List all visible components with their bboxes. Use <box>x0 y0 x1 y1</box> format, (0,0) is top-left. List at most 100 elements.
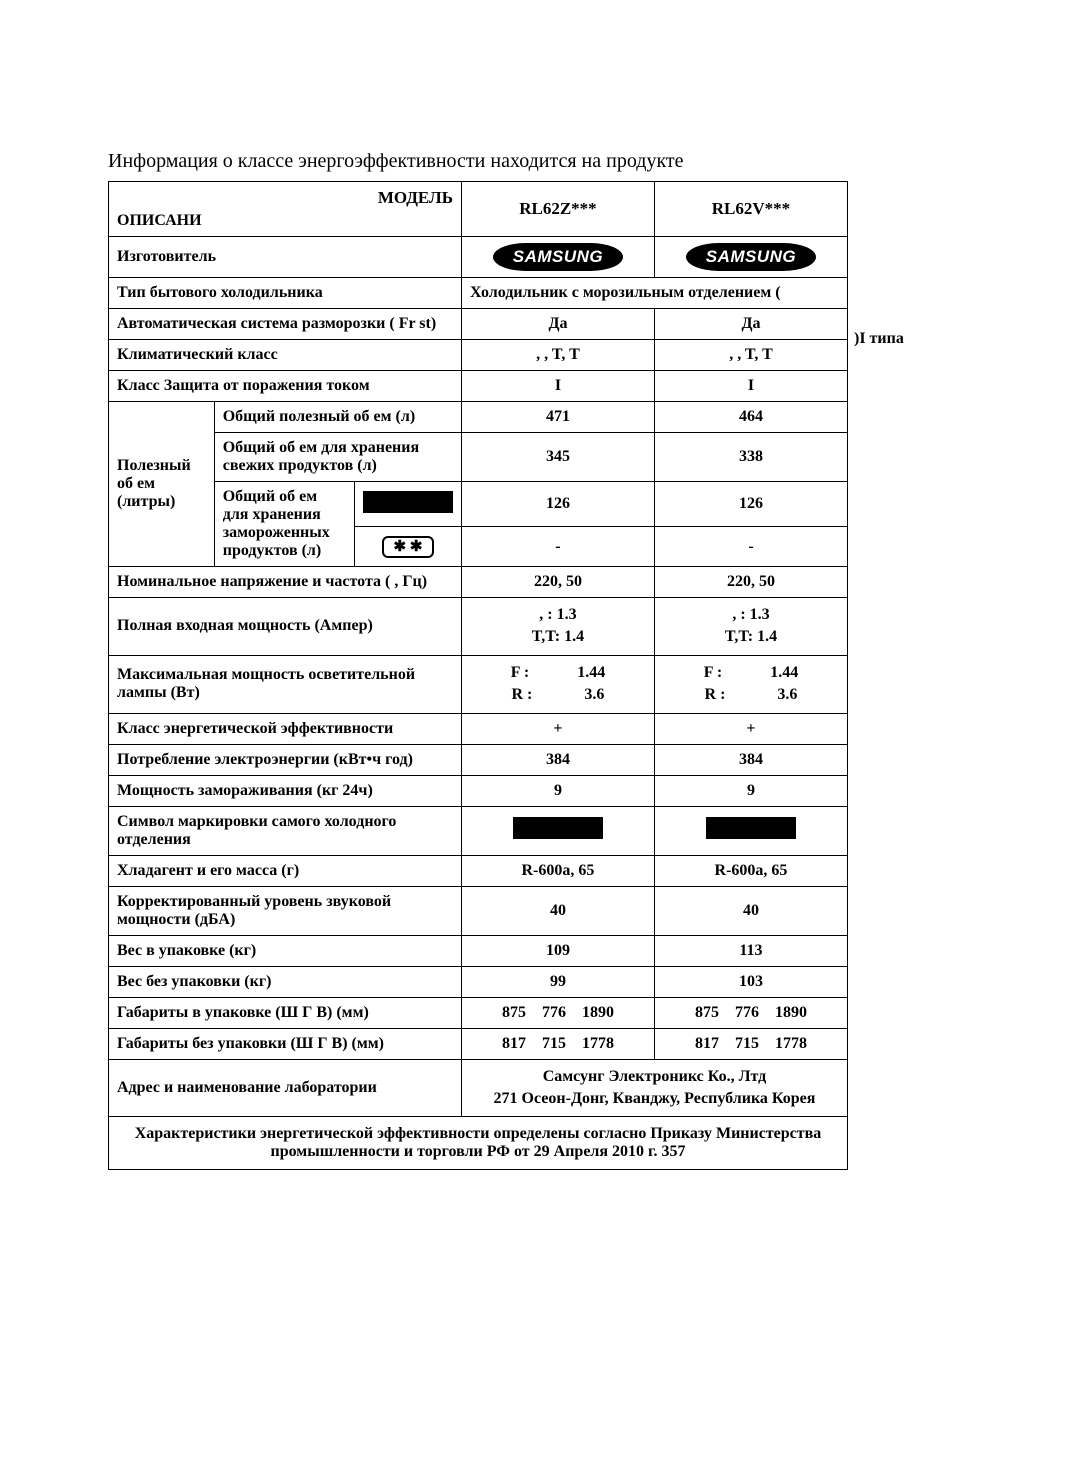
intro-text: Информация о классе энергоэффективности … <box>108 150 980 173</box>
noise-label: Корректированный уровень звуковой мощнос… <box>109 886 462 935</box>
vol-froz1-c2: 126 <box>654 482 847 527</box>
vol-fresh-label: Общий об ем для хранения свежих продукто… <box>214 433 461 482</box>
eff-c2: + <box>654 713 847 744</box>
vol-froz2-c1: - <box>461 527 654 567</box>
cons-c1: 384 <box>461 744 654 775</box>
cons-label: Потребление электроэнергии (кВт•ч год) <box>109 744 462 775</box>
vol-fresh-c2: 338 <box>654 433 847 482</box>
climate-c1: , , T, T <box>461 340 654 371</box>
star-badge-icon: ✱ ✱ <box>382 536 435 558</box>
climate-label: Климатический класс <box>109 340 462 371</box>
mark-label: Символ маркировки самого холодного отдел… <box>109 806 462 855</box>
row-refrigerant: Хладагент и его масса (г) R-600a, 65 R-6… <box>109 855 848 886</box>
row-shock: Класс Защита от поражения током I I <box>109 371 848 402</box>
power-label: Полная входная мощность (Ампер) <box>109 598 462 656</box>
refrig-c1: R-600a, 65 <box>461 855 654 886</box>
wnopk-c2: 103 <box>654 966 847 997</box>
climate-c2: , , T, T <box>654 340 847 371</box>
vol-total-label: Общий полезный об ем (л) <box>214 402 461 433</box>
shock-label: Класс Защита от поражения током <box>109 371 462 402</box>
samsung-logo-icon: SAMSUNG <box>686 243 816 271</box>
row-consumption: Потребление электроэнергии (кВт•ч год) 3… <box>109 744 848 775</box>
wpack-c2: 113 <box>654 935 847 966</box>
vol-froz-star: ✱ ✱ <box>354 527 461 567</box>
dimno-c2: 817 715 1778 <box>654 1028 847 1059</box>
row-vol-total: Полезный об ем (литры) Общий полезный об… <box>109 402 848 433</box>
wpack-label: Вес в упаковке (кг) <box>109 935 462 966</box>
type-suffix-outside: )I типа <box>854 330 904 348</box>
lamp-label: Максимальная мощность осветительной ламп… <box>109 655 462 713</box>
lab-l2: 271 Осеон-Донг, Кванджу, Республика Коре… <box>494 1090 816 1107</box>
footnote-l2: промышленности и торговли РФ от 29 Апрел… <box>270 1143 685 1160</box>
defrost-c2: Да <box>654 309 847 340</box>
row-footnote: Характеристики энергетической эффективно… <box>109 1117 848 1170</box>
spec-table: МОДЕЛЬ ОПИСАНИ RL62Z*** RL62V*** Изготов… <box>108 181 848 1170</box>
manufacturer-label: Изготовитель <box>109 237 462 278</box>
row-climate: Климатический класс , , T, T , , T, T <box>109 340 848 371</box>
eff-c1: + <box>461 713 654 744</box>
row-voltage: Номинальное напряжение и частота ( , Гц)… <box>109 567 848 598</box>
vol-froz1-c1: 126 <box>461 482 654 527</box>
row-lab: Адрес и наименование лаборатории Самсунг… <box>109 1059 848 1117</box>
samsung-logo-icon: SAMSUNG <box>493 243 623 271</box>
freeze-label: Мощность замораживания (кг 24ч) <box>109 775 462 806</box>
row-type: Тип бытового холодильника Холодильник с … <box>109 278 848 309</box>
black-box-icon <box>706 817 796 839</box>
wnopk-c1: 99 <box>461 966 654 997</box>
lamp-c2: F : 1.44R : 3.6 <box>654 655 847 713</box>
footnote: Характеристики энергетической эффективно… <box>109 1117 848 1170</box>
power-c1-l2: T,T: 1.4 <box>532 628 584 645</box>
lamp-c1: F : 1.44R : 3.6 <box>461 655 654 713</box>
description-header: ОПИСАНИ <box>117 212 202 229</box>
spec-sheet-page: Информация о классе энергоэффективности … <box>0 0 1080 1230</box>
black-box-icon <box>363 491 453 513</box>
row-manufacturer: Изготовитель SAMSUNG SAMSUNG <box>109 237 848 278</box>
mark-c1 <box>461 806 654 855</box>
vol-froz-blackbox <box>354 482 461 527</box>
row-mark: Символ маркировки самого холодного отдел… <box>109 806 848 855</box>
model-col-1: RL62Z*** <box>461 182 654 237</box>
dimpk-label: Габариты в упаковке (Ш Г В) (мм) <box>109 997 462 1028</box>
vol-froz2-c2: - <box>654 527 847 567</box>
wpack-c1: 109 <box>461 935 654 966</box>
lamp-c1-l1: F : 1.44 <box>511 664 606 681</box>
voltage-label: Номинальное напряжение и частота ( , Гц) <box>109 567 462 598</box>
shock-c1: I <box>461 371 654 402</box>
power-c2-l2: T,T: 1.4 <box>725 628 777 645</box>
row-noise: Корректированный уровень звуковой мощнос… <box>109 886 848 935</box>
row-power: Полная входная мощность (Ампер) , : 1.3 … <box>109 598 848 656</box>
row-weight-packed: Вес в упаковке (кг) 109 113 <box>109 935 848 966</box>
shock-c2: I <box>654 371 847 402</box>
row-freeze: Мощность замораживания (кг 24ч) 9 9 <box>109 775 848 806</box>
row-dim-unpacked: Габариты без упаковки (Ш Г В) (мм) 817 7… <box>109 1028 848 1059</box>
lab-value: Самсунг Электроникс Ко., Лтд 271 Осеон-Д… <box>461 1059 847 1117</box>
black-box-icon <box>513 817 603 839</box>
manufacturer-logo-2: SAMSUNG <box>654 237 847 278</box>
footnote-l1: Характеристики энергетической эффективно… <box>135 1125 822 1142</box>
defrost-label: Автоматическая система разморозки ( Fr s… <box>109 309 462 340</box>
header-description-cell: МОДЕЛЬ ОПИСАНИ <box>109 182 462 237</box>
vol-total-c1: 471 <box>461 402 654 433</box>
row-vol-fresh: Общий об ем для хранения свежих продукто… <box>109 433 848 482</box>
mark-c2 <box>654 806 847 855</box>
row-vol-froz1: Общий об ем для хранения замороженных пр… <box>109 482 848 527</box>
dimno-c1: 817 715 1778 <box>461 1028 654 1059</box>
voltage-c1: 220, 50 <box>461 567 654 598</box>
row-dim-packed: Габариты в упаковке (Ш Г В) (мм) 875 776… <box>109 997 848 1028</box>
row-defrost: Автоматическая система разморозки ( Fr s… <box>109 309 848 340</box>
power-c1: , : 1.3 T,T: 1.4 <box>461 598 654 656</box>
vol-fresh-c1: 345 <box>461 433 654 482</box>
row-efficiency: Класс энергетической эффективности + + <box>109 713 848 744</box>
useful-vol-label: Полезный об ем (литры) <box>109 402 215 567</box>
dimpk-c2: 875 776 1890 <box>654 997 847 1028</box>
type-label: Тип бытового холодильника <box>109 278 462 309</box>
defrost-c1: Да <box>461 309 654 340</box>
model-label: МОДЕЛЬ <box>378 188 453 208</box>
voltage-c2: 220, 50 <box>654 567 847 598</box>
type-value: Холодильник с морозильным отделением ( <box>461 278 847 309</box>
vol-total-c2: 464 <box>654 402 847 433</box>
row-lamp: Максимальная мощность осветительной ламп… <box>109 655 848 713</box>
wnopk-label: Вес без упаковки (кг) <box>109 966 462 997</box>
cons-c2: 384 <box>654 744 847 775</box>
lab-label: Адрес и наименование лаборатории <box>109 1059 462 1117</box>
